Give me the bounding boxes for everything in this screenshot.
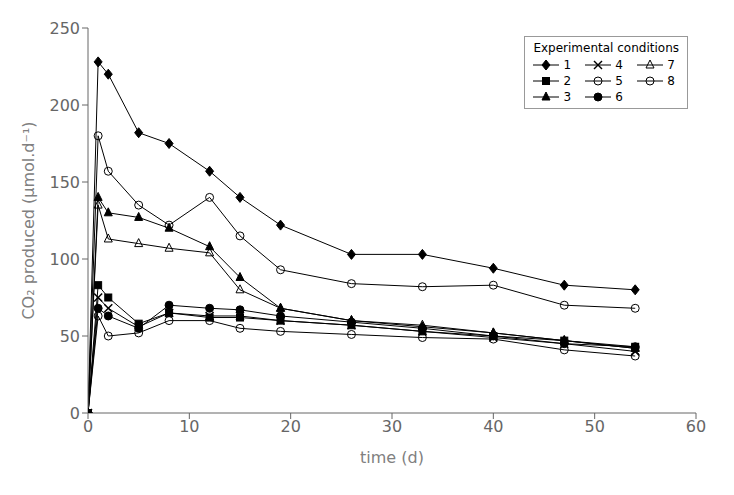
html-text:Experimental conditions: Experimental conditions [533, 41, 679, 55]
html-text:1: 1 [563, 58, 572, 72]
svg-text:0: 0 [70, 404, 80, 423]
svg-text:50: 50 [584, 417, 604, 436]
svg-text:100: 100 [49, 250, 80, 269]
svg-text:0: 0 [83, 417, 93, 436]
html-text:5: 5 [615, 74, 623, 88]
svg-text:250: 250 [49, 19, 80, 38]
html-text:3: 3 [563, 90, 572, 104]
html-text:4: 4 [615, 58, 623, 72]
html-text:7: 7 [667, 58, 675, 72]
svg-text:150: 150 [49, 173, 80, 192]
html-text:8: 8 [667, 74, 675, 88]
svg-text:200: 200 [49, 96, 80, 115]
svg-text:40: 40 [483, 417, 503, 436]
svg-text:50: 50 [60, 327, 80, 346]
svg-text:10: 10 [179, 417, 199, 436]
svg-text:time (d): time (d) [360, 448, 424, 467]
html-text:6: 6 [615, 90, 623, 104]
svg-text:CO₂ produced (µmol.d⁻¹): CO₂ produced (µmol.d⁻¹) [19, 121, 38, 319]
svg-text:30: 30 [382, 417, 402, 436]
html-text:2: 2 [563, 74, 572, 88]
svg-text:60: 60 [686, 417, 706, 436]
svg-text:20: 20 [280, 417, 300, 436]
